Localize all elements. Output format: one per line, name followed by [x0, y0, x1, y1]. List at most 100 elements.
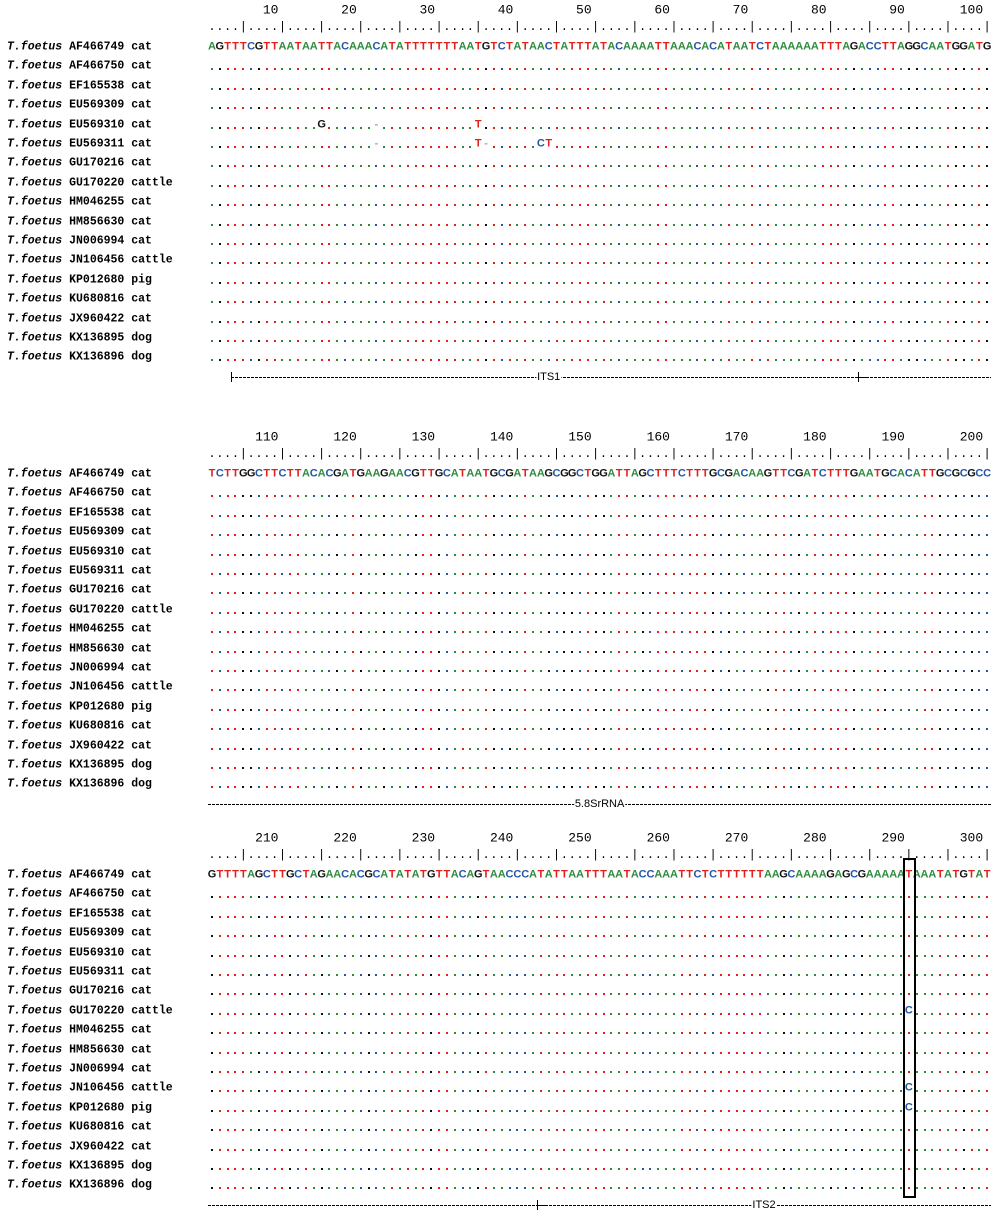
identity-dot [399, 282, 401, 284]
identity-dot [430, 68, 432, 70]
identity-dot [493, 916, 495, 918]
identity-dot [681, 916, 683, 918]
identity-dot [642, 321, 644, 323]
identity-dot [281, 1052, 283, 1054]
ruler-mark: . [561, 848, 568, 862]
identity-dot [321, 204, 323, 206]
identity-dot [743, 68, 745, 70]
ruler-mark: . [874, 20, 881, 34]
identity-dot [955, 1052, 957, 1054]
identity-dot [924, 955, 926, 957]
identity-dot [289, 495, 291, 497]
identity-dot [939, 165, 941, 167]
identity-dot [971, 993, 973, 995]
identity-dot [563, 709, 565, 711]
identity-dot [391, 204, 393, 206]
identity-dot [845, 1071, 847, 1073]
identity-dot [736, 204, 738, 206]
identity-dot [524, 955, 526, 957]
identity-dot [422, 651, 424, 653]
identity-dot [587, 709, 589, 711]
identity-dot [978, 88, 980, 90]
identity-dot [344, 728, 346, 730]
identity-dot [900, 262, 902, 264]
identity-dot [563, 993, 565, 995]
identity-dot [383, 728, 385, 730]
identity-dot [704, 165, 706, 167]
identity-dot [391, 631, 393, 633]
identity-dot [383, 224, 385, 226]
identity-dot [587, 955, 589, 957]
identity-dot [978, 955, 980, 957]
identity-dot [321, 107, 323, 109]
residue-A: A [513, 42, 521, 53]
identity-dot [328, 515, 330, 517]
identity-dot [477, 935, 479, 937]
identity-dot [916, 321, 918, 323]
identity-dot [477, 974, 479, 976]
identity-dot [665, 955, 667, 957]
identity-dot [391, 612, 393, 614]
accession-number: GU170216 [69, 985, 124, 998]
identity-dot [422, 993, 424, 995]
identity-dot [289, 993, 291, 995]
identity-dot [297, 916, 299, 918]
identity-dot [939, 916, 941, 918]
identity-dot [281, 1013, 283, 1015]
ruler-mark: . [913, 20, 920, 34]
ruler-mark: . [498, 848, 505, 862]
identity-dot [767, 321, 769, 323]
identity-dot [720, 301, 722, 303]
identity-dot [407, 495, 409, 497]
identity-dot [321, 670, 323, 672]
accession-number: KP012680 [69, 273, 124, 286]
identity-dot [415, 935, 417, 937]
identity-dot [924, 127, 926, 129]
identity-dot [509, 1052, 511, 1054]
identity-dot [720, 1052, 722, 1054]
identity-dot [931, 612, 933, 614]
identity-dot [579, 146, 581, 148]
identity-dot [422, 709, 424, 711]
identity-dot [837, 896, 839, 898]
identity-dot [642, 896, 644, 898]
identity-dot [634, 204, 636, 206]
identity-dot [587, 689, 589, 691]
identity-dot [297, 185, 299, 187]
identity-dot [227, 359, 229, 361]
residue-T: T [765, 42, 772, 53]
identity-dot [939, 301, 941, 303]
identity-dot [900, 340, 902, 342]
residue-A: A [780, 42, 788, 53]
identity-dot [407, 896, 409, 898]
identity-dot [955, 612, 957, 614]
identity-dot [540, 935, 542, 937]
ruler-mark: . [733, 20, 740, 34]
residue-T: T [584, 469, 591, 480]
identity-dot [618, 651, 620, 653]
identity-dot [375, 974, 377, 976]
identity-dot [610, 935, 612, 937]
identity-dot [728, 592, 730, 594]
identity-dot [321, 728, 323, 730]
identity-dot [877, 689, 879, 691]
identity-dot [422, 786, 424, 788]
identity-dot [728, 301, 730, 303]
identity-dot [579, 204, 581, 206]
identity-dot [626, 935, 628, 937]
identity-dot [524, 495, 526, 497]
identity-dot [266, 974, 268, 976]
identity-dot [603, 651, 605, 653]
identity-dot [649, 204, 651, 206]
identity-dot [947, 592, 949, 594]
identity-dot [681, 359, 683, 361]
identity-dot [689, 786, 691, 788]
identity-dot [328, 1032, 330, 1034]
identity-dot [344, 916, 346, 918]
identity-dot [806, 748, 808, 750]
identity-dot [595, 955, 597, 957]
identity-dot [501, 573, 503, 575]
accession-number: KX136895 [69, 759, 124, 772]
identity-dot [908, 670, 910, 672]
residue-T: T [835, 469, 842, 480]
